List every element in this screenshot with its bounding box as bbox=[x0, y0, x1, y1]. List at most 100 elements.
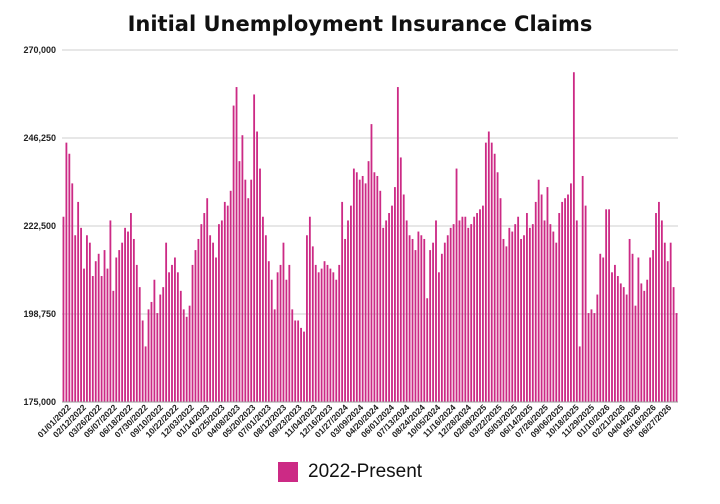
bar bbox=[575, 220, 578, 402]
bar bbox=[531, 224, 534, 402]
bar bbox=[379, 190, 382, 402]
y-tick-label: 222,500 bbox=[23, 221, 56, 231]
bar bbox=[306, 235, 308, 402]
bar bbox=[171, 264, 173, 402]
bar bbox=[317, 272, 320, 402]
bar bbox=[423, 238, 426, 402]
bar bbox=[288, 264, 291, 402]
bar bbox=[476, 213, 478, 402]
bar bbox=[376, 175, 379, 402]
bar bbox=[455, 168, 458, 402]
bar bbox=[218, 224, 220, 402]
bar bbox=[335, 279, 338, 402]
bar bbox=[385, 220, 388, 402]
bar bbox=[364, 183, 367, 402]
bar bbox=[443, 242, 446, 402]
bar bbox=[238, 161, 241, 402]
bar bbox=[197, 238, 200, 402]
bar bbox=[323, 261, 326, 402]
y-tick-label: 198,750 bbox=[23, 309, 56, 319]
bar bbox=[241, 135, 244, 402]
bar bbox=[391, 205, 393, 402]
bar bbox=[253, 94, 256, 402]
bar bbox=[660, 220, 663, 402]
bar bbox=[408, 235, 411, 402]
bar bbox=[320, 268, 323, 402]
bar bbox=[552, 231, 555, 402]
bar bbox=[616, 276, 619, 402]
bar bbox=[165, 242, 168, 402]
bar bbox=[88, 242, 91, 402]
bar bbox=[619, 283, 622, 402]
bar bbox=[549, 224, 552, 402]
bar bbox=[297, 320, 300, 402]
bar bbox=[132, 238, 135, 402]
bar bbox=[314, 264, 317, 402]
bar bbox=[370, 124, 373, 403]
bar bbox=[267, 261, 270, 402]
bar bbox=[115, 257, 118, 402]
bar bbox=[264, 235, 267, 402]
bar bbox=[294, 320, 297, 402]
bar bbox=[91, 276, 94, 402]
bar bbox=[162, 287, 165, 402]
bar bbox=[303, 331, 305, 402]
bar bbox=[358, 179, 361, 402]
bar bbox=[188, 305, 191, 402]
bar bbox=[496, 172, 499, 402]
bar bbox=[420, 235, 423, 402]
bar bbox=[440, 253, 443, 402]
bar bbox=[174, 257, 176, 402]
bar bbox=[658, 201, 660, 402]
bar bbox=[62, 216, 65, 402]
bar bbox=[206, 198, 209, 402]
bar bbox=[100, 276, 103, 402]
bar bbox=[382, 227, 385, 402]
bar bbox=[458, 220, 461, 402]
bar bbox=[534, 201, 537, 402]
bar bbox=[229, 190, 232, 402]
bar bbox=[625, 294, 628, 402]
bar bbox=[402, 194, 405, 402]
bar bbox=[244, 179, 247, 402]
bar bbox=[350, 205, 352, 402]
bar bbox=[429, 250, 432, 402]
bar bbox=[508, 227, 511, 402]
bar bbox=[537, 179, 540, 402]
bar bbox=[482, 205, 484, 402]
bar bbox=[452, 224, 455, 402]
bar bbox=[135, 264, 138, 402]
bar bbox=[103, 250, 106, 402]
bar bbox=[470, 224, 473, 402]
bar bbox=[484, 142, 487, 402]
bar bbox=[634, 305, 637, 402]
bar bbox=[83, 268, 85, 402]
bar bbox=[558, 213, 561, 402]
bar bbox=[285, 279, 288, 402]
bar bbox=[147, 309, 150, 402]
bar bbox=[138, 287, 141, 402]
bar bbox=[209, 235, 212, 402]
bar bbox=[505, 246, 508, 402]
bar bbox=[564, 198, 566, 402]
bar bbox=[672, 287, 675, 402]
bar bbox=[405, 220, 408, 402]
bar bbox=[520, 238, 522, 402]
legend: 2022-Present bbox=[278, 461, 422, 483]
bar bbox=[232, 105, 235, 402]
bar bbox=[399, 157, 402, 402]
bar bbox=[570, 183, 572, 402]
bar bbox=[438, 272, 440, 402]
bar bbox=[329, 268, 332, 402]
bar bbox=[259, 168, 261, 402]
bar bbox=[602, 257, 605, 402]
bar bbox=[203, 213, 206, 402]
bar bbox=[652, 250, 654, 402]
bar bbox=[194, 250, 197, 402]
bar bbox=[432, 242, 434, 402]
bar bbox=[487, 131, 490, 402]
legend-label: 2022-Present bbox=[308, 461, 423, 482]
bar bbox=[631, 253, 634, 402]
bar bbox=[94, 261, 97, 402]
